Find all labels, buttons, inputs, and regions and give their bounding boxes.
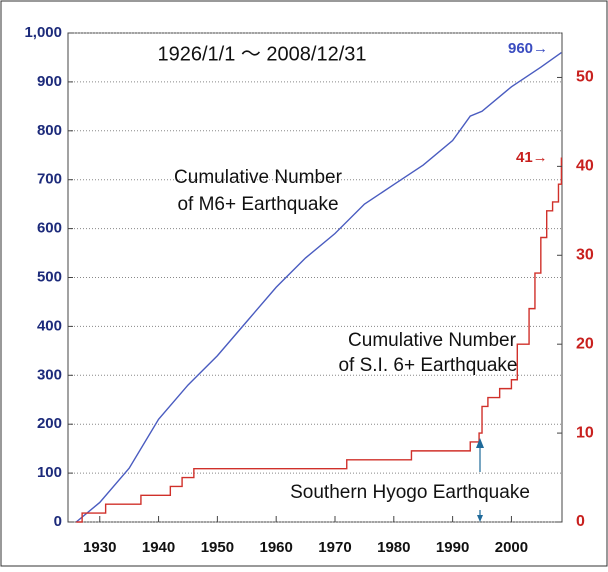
x-tick-label: 1930 (83, 539, 116, 556)
y-tick-label: 0 (54, 513, 62, 530)
x-tick-label: 1990 (436, 539, 469, 556)
series-label: of S.I. 6+ Earthquake (338, 355, 517, 376)
y-tick-label: 700 (37, 171, 62, 188)
y2-tick-label: 20 (576, 335, 594, 352)
end-label: 41→ (516, 149, 548, 166)
y-tick-label: 100 (37, 464, 62, 481)
x-tick-label: 1960 (259, 539, 292, 556)
end-label: 960→ (508, 40, 548, 57)
y2-tick-label: 30 (576, 246, 594, 263)
y-tick-label: 300 (37, 366, 62, 383)
y-tick-label: 800 (37, 122, 62, 139)
series-line (75, 51, 562, 523)
x-tick-label: 1940 (142, 539, 175, 556)
series-label: of M6+ Earthquake (177, 194, 338, 215)
y-tick-label: 900 (37, 73, 62, 90)
y-tick-label: 600 (37, 220, 62, 237)
y-tick-label: 1,000 (24, 24, 62, 41)
series-label: Cumulative Number (348, 330, 517, 351)
date-range: 1926/1/1 ～ 2008/12/31 (157, 43, 366, 65)
x-tick-label: 1950 (201, 539, 234, 556)
x-tick-label: 1980 (377, 539, 410, 556)
y2-tick-label: 10 (576, 424, 594, 441)
y2-tick-label: 50 (576, 69, 594, 86)
event-label: Southern Hyogo Earthquake (290, 482, 530, 503)
y-tick-label: 400 (37, 317, 62, 334)
x-tick-label: 2000 (495, 539, 528, 556)
x-tick-label: 1970 (318, 539, 351, 556)
y-tick-label: 200 (37, 415, 62, 432)
y2-tick-label: 40 (576, 158, 594, 175)
event-arrows (476, 438, 484, 522)
y-tick-label: 500 (37, 268, 62, 285)
y2-tick-label: 0 (576, 513, 585, 530)
series-label: Cumulative Number (174, 167, 343, 188)
series-line (76, 157, 563, 523)
